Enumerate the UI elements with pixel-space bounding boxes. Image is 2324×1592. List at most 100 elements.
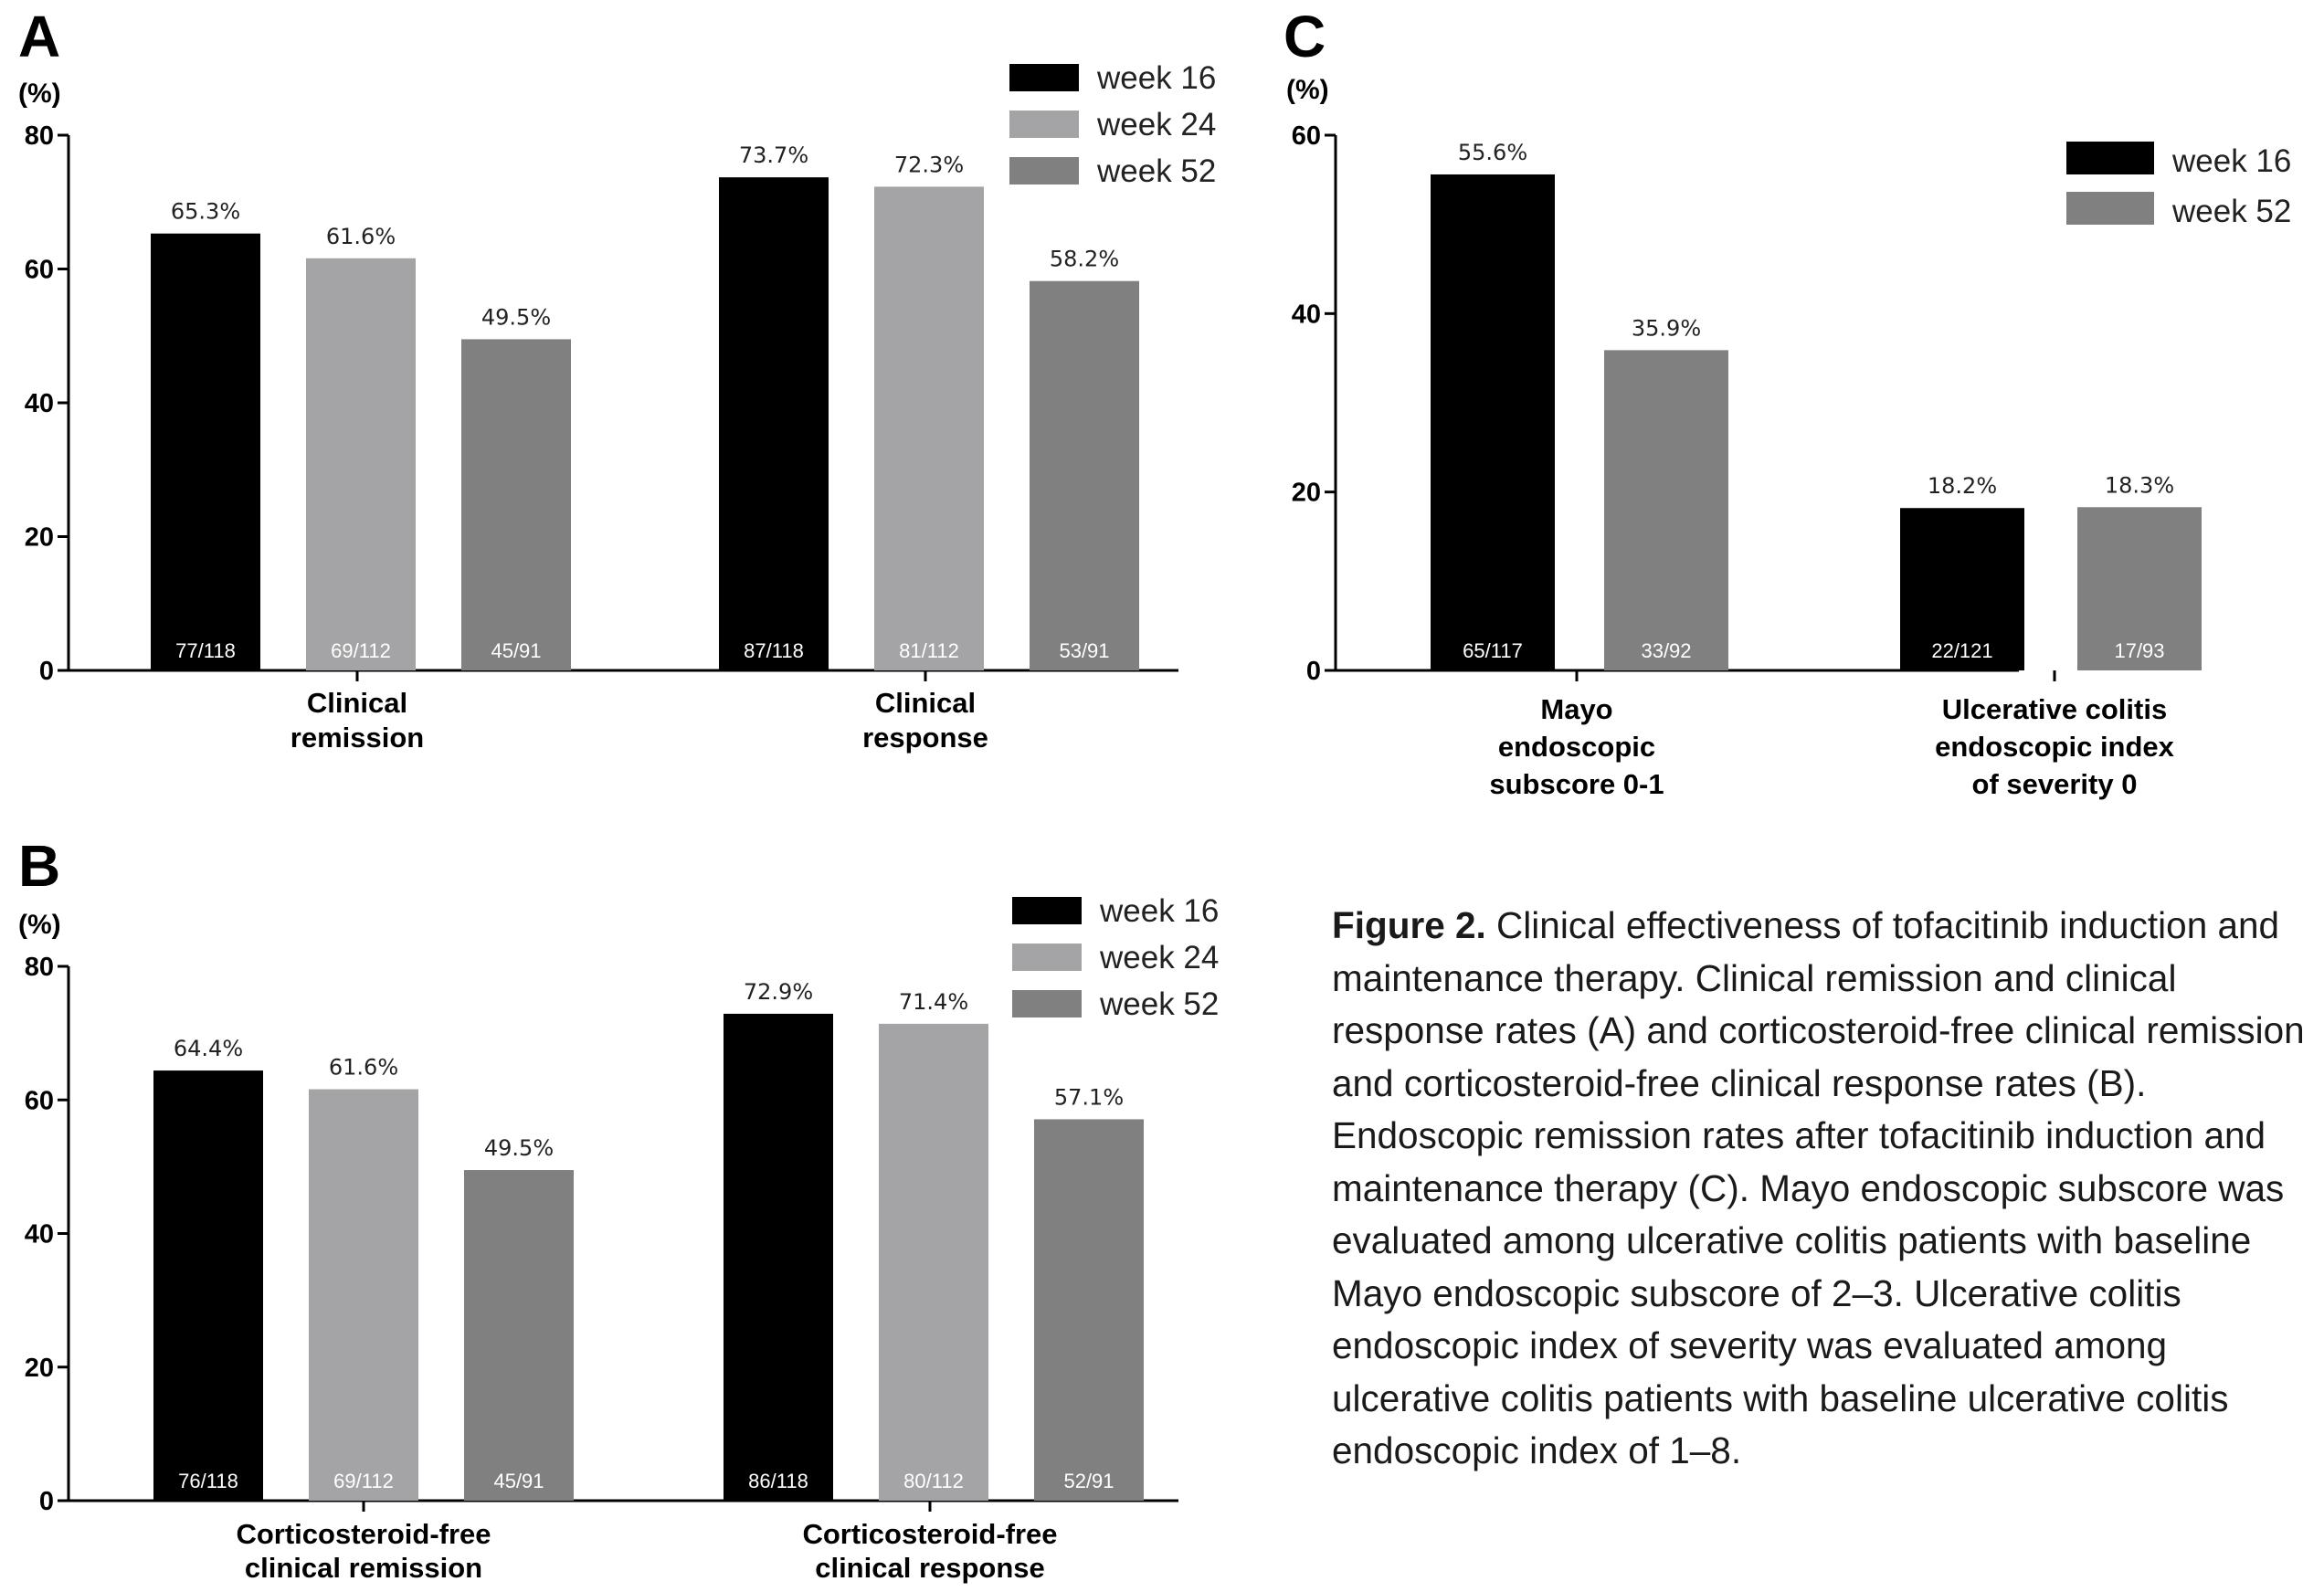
bar-value-label: 57.1% — [1054, 1084, 1124, 1110]
panel-label-b: B — [18, 833, 60, 899]
category-label: Ulcerative colitis — [1942, 693, 2167, 725]
bar — [309, 1089, 418, 1501]
y-tick-label: 40 — [25, 1220, 54, 1249]
bar-count-label: 86/118 — [748, 1470, 808, 1492]
category-label: Mayo — [1540, 693, 1612, 725]
panel-label-c: C — [1283, 4, 1326, 69]
legend-label: week 52 — [1096, 153, 1216, 189]
bar — [1034, 1119, 1144, 1501]
category-label: endoscopic index — [1935, 731, 2175, 763]
legend-swatch — [1009, 111, 1079, 138]
bar — [874, 186, 984, 671]
bar-value-label: 61.6% — [326, 224, 396, 249]
bar-value-label: 49.5% — [484, 1135, 554, 1161]
bar — [724, 1013, 833, 1501]
y-axis-unit-label: (%) — [18, 910, 61, 940]
y-axis-unit-label: (%) — [1286, 75, 1329, 105]
category-label: Corticosteroid-free — [236, 1518, 491, 1550]
bar — [153, 1070, 263, 1501]
category-label: subscore 0-1 — [1489, 768, 1664, 800]
y-tick-label: 40 — [1292, 300, 1321, 329]
bar-count-label: 53/91 — [1059, 639, 1109, 662]
legend-swatch — [1009, 64, 1079, 91]
bar-value-label: 72.3% — [894, 152, 964, 177]
category-label: Clinical — [875, 687, 976, 719]
category-label: Corticosteroid-free — [802, 1518, 1057, 1550]
bar — [464, 1170, 574, 1501]
y-tick-label: 0 — [39, 1487, 54, 1516]
legend-swatch — [1012, 897, 1082, 924]
category-label: clinical response — [815, 1552, 1045, 1584]
y-tick-label: 80 — [25, 121, 54, 151]
y-tick-label: 20 — [25, 523, 54, 553]
bar — [1431, 174, 1555, 670]
bar-count-label: 87/118 — [744, 639, 804, 662]
bar-count-label: 81/112 — [899, 639, 959, 662]
bar-count-label: 22/121 — [1931, 639, 1992, 662]
category-label: endoscopic — [1498, 731, 1655, 763]
bar — [1030, 280, 1139, 670]
bar-count-label: 33/92 — [1641, 639, 1691, 662]
bar-value-label: 71.4% — [899, 989, 968, 1015]
bar-count-label: 52/91 — [1063, 1470, 1114, 1492]
panel-label-a: A — [18, 4, 60, 69]
bar-value-label: 55.6% — [1458, 140, 1527, 165]
legend-label: week 16 — [1096, 60, 1216, 96]
legend-label: week 16 — [1099, 893, 1219, 929]
bar — [151, 233, 260, 671]
bar — [719, 177, 829, 670]
caption-label: Figure 2. — [1332, 904, 1486, 946]
bar-value-label: 61.6% — [329, 1055, 398, 1081]
bar — [461, 339, 571, 670]
bar-count-label: 76/118 — [178, 1470, 238, 1492]
category-label: Clinical — [307, 687, 407, 719]
legend-label: week 52 — [2171, 194, 2291, 229]
y-tick-label: 60 — [25, 256, 54, 285]
bar-value-label: 35.9% — [1632, 315, 1701, 341]
category-label: remission — [290, 722, 424, 754]
category-label: response — [862, 722, 988, 754]
bar — [879, 1023, 988, 1501]
legend-label: week 24 — [1099, 940, 1219, 975]
bar-value-label: 64.4% — [174, 1036, 243, 1061]
y-tick-label: 0 — [1306, 657, 1321, 686]
bar — [2077, 507, 2202, 670]
bar-value-label: 73.7% — [739, 142, 808, 168]
legend-swatch — [1012, 990, 1082, 1017]
bar-count-label: 17/93 — [2114, 639, 2164, 662]
bar-count-label: 77/118 — [175, 639, 236, 662]
y-tick-label: 20 — [25, 1354, 54, 1383]
category-label: clinical remission — [245, 1552, 482, 1584]
bar-count-label: 80/112 — [903, 1470, 964, 1492]
y-tick-label: 80 — [25, 953, 54, 982]
bar-value-label: 18.3% — [2105, 472, 2174, 498]
caption-text: Clinical effectiveness of tofacitinib in… — [1332, 904, 2305, 1471]
y-tick-label: 20 — [1292, 479, 1321, 508]
legend-label: week 24 — [1096, 107, 1216, 142]
bar-count-label: 45/91 — [491, 639, 541, 662]
bar-value-label: 65.3% — [171, 199, 240, 225]
bar-value-label: 58.2% — [1050, 247, 1119, 272]
bar — [1604, 350, 1728, 670]
y-tick-label: 0 — [39, 657, 54, 686]
legend-swatch — [1009, 157, 1079, 185]
bar-count-label: 69/112 — [331, 639, 391, 662]
category-label: of severity 0 — [1972, 768, 2138, 800]
bar — [306, 258, 416, 670]
legend-swatch — [2066, 192, 2154, 225]
legend-swatch — [2066, 142, 2154, 174]
bar-value-label: 18.2% — [1928, 473, 1997, 499]
legend-label: week 52 — [1099, 986, 1219, 1022]
bar-value-label: 72.9% — [744, 979, 813, 1005]
bar-value-label: 49.5% — [481, 304, 551, 330]
bar-count-label: 69/112 — [333, 1470, 394, 1492]
y-tick-label: 60 — [1292, 121, 1321, 151]
y-tick-label: 40 — [25, 389, 54, 418]
figure-caption: Figure 2. Clinical effectiveness of tofa… — [1332, 900, 2319, 1478]
legend-swatch — [1012, 944, 1082, 971]
bar-count-label: 65/117 — [1463, 639, 1523, 662]
y-axis-unit-label: (%) — [18, 79, 61, 109]
legend-label: week 16 — [2171, 143, 2291, 179]
bar-count-label: 45/91 — [493, 1470, 544, 1492]
